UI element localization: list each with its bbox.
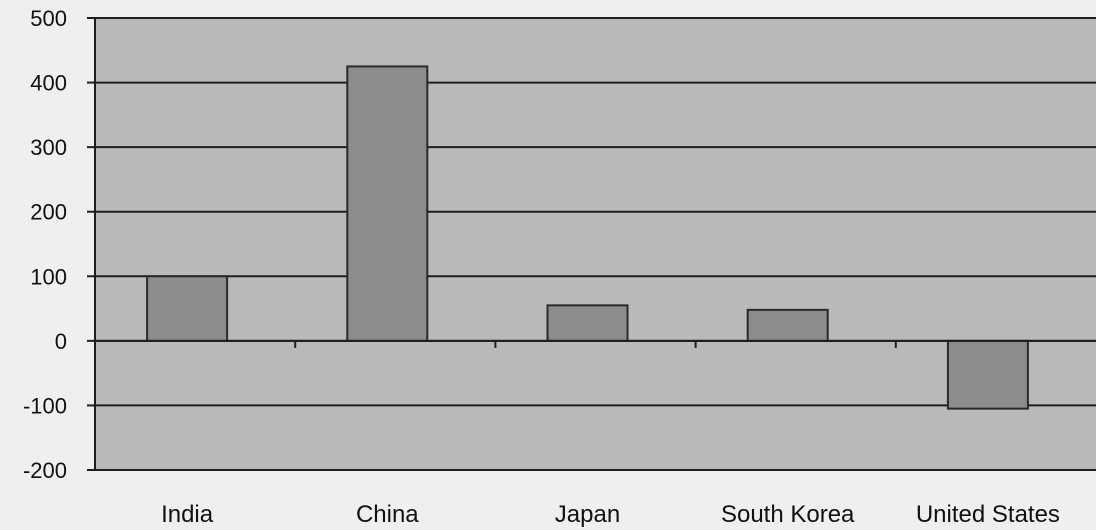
y-tick-label: 100	[30, 264, 67, 289]
category-label: China	[356, 501, 419, 528]
category-label: South Korea	[721, 501, 855, 528]
y-tick-label: -100	[23, 393, 67, 418]
bar-south-korea	[746, 308, 829, 342]
category-label: Japan	[555, 501, 620, 528]
bar-china	[346, 65, 429, 342]
bar-india	[146, 275, 229, 342]
y-tick-label: 500	[30, 6, 67, 31]
y-tick-label: 300	[30, 135, 67, 160]
y-tick-labels: 500 400 300 200 100 0 -100 -200	[23, 6, 67, 483]
axes	[87, 17, 1096, 471]
category-label: United States	[916, 501, 1060, 528]
bar-united-states	[946, 339, 1029, 410]
category-label: India	[161, 501, 214, 528]
bar-japan	[546, 304, 629, 342]
y-tick-label: 200	[30, 200, 67, 225]
y-tick-label: -200	[23, 458, 67, 483]
y-tick-label: 0	[55, 329, 67, 354]
category-labels: India China Japan South Korea United States	[161, 501, 1060, 528]
bars	[146, 65, 1029, 410]
y-tick-label: 400	[30, 71, 67, 96]
plot-area	[95, 18, 1096, 470]
